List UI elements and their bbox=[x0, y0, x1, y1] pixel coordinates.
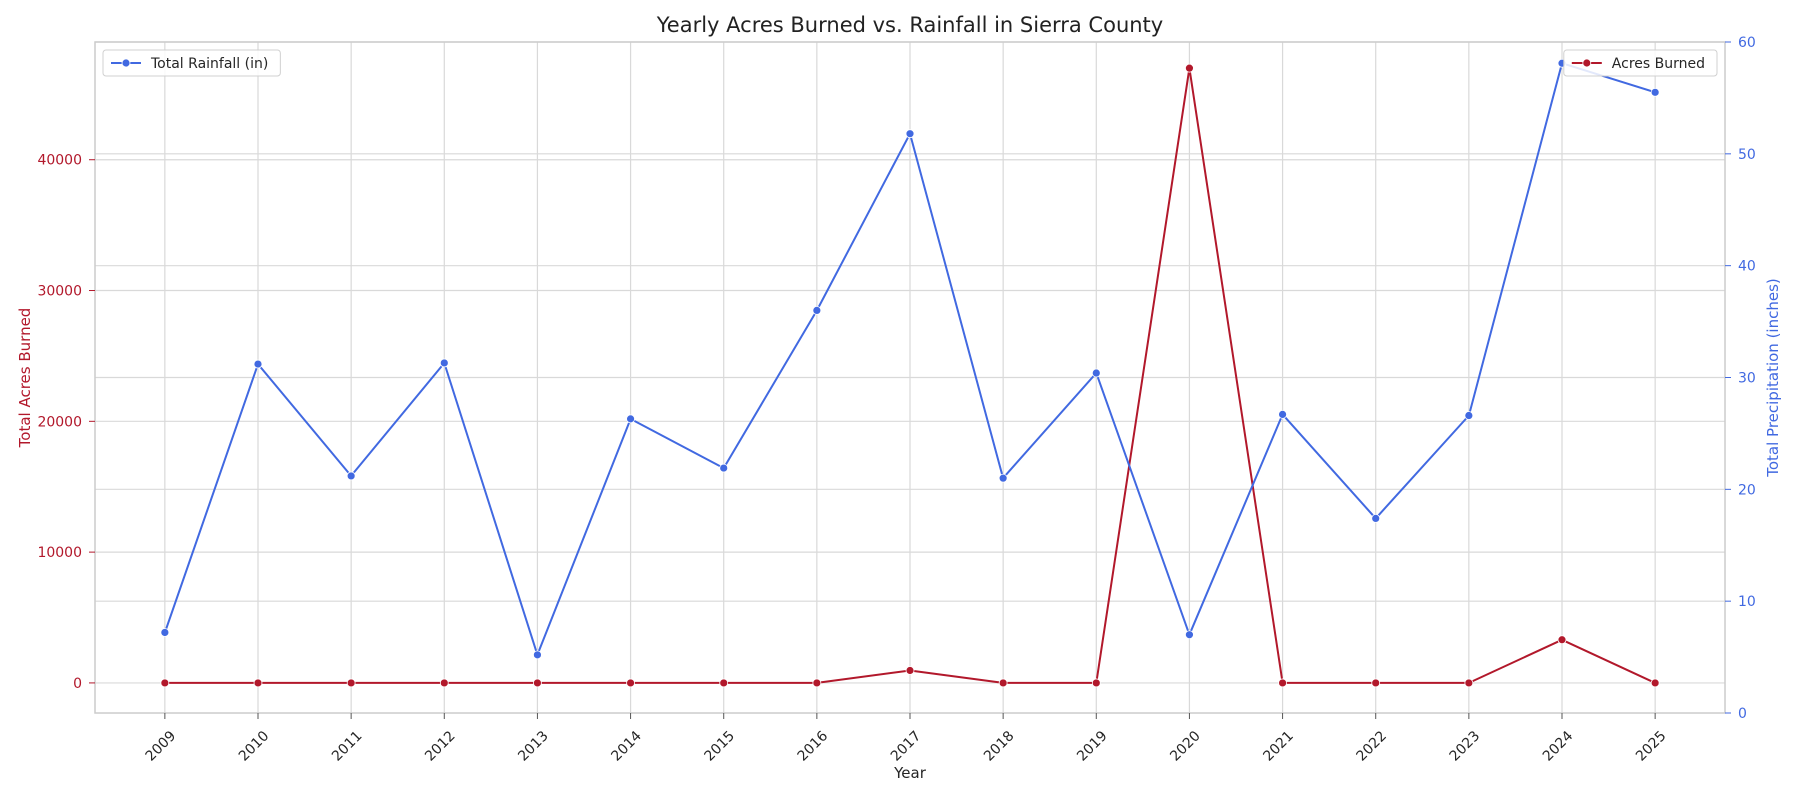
y-left-tick-label: 10000 bbox=[37, 545, 82, 561]
acres-burned-point bbox=[533, 678, 542, 688]
y-right-tick-label: 10 bbox=[1738, 594, 1756, 610]
y-left-tick-label: 40000 bbox=[37, 153, 82, 169]
rainfall-legend-label: Total Rainfall (in) bbox=[150, 56, 268, 72]
acres-burned-point bbox=[1371, 678, 1381, 688]
acres-burned-point bbox=[1185, 63, 1194, 73]
acres-burned-point bbox=[1278, 678, 1287, 688]
x-tick-label: 2013 bbox=[515, 728, 552, 765]
acres-burned-point bbox=[719, 678, 729, 688]
rainfall-legend-marker bbox=[121, 58, 131, 68]
acres-burned-point bbox=[439, 678, 449, 688]
rainfall-point bbox=[439, 358, 449, 368]
rainfall-point bbox=[1371, 514, 1381, 523]
x-tick-label: 2025 bbox=[1633, 728, 1670, 765]
rainfall-point bbox=[253, 359, 263, 369]
acres-burned-point bbox=[626, 678, 635, 688]
x-tick-label: 2017 bbox=[888, 728, 925, 765]
legend-box bbox=[1563, 49, 1718, 77]
rainfall-legend: Total Rainfall (in) bbox=[102, 49, 281, 77]
rainfall-point bbox=[719, 463, 729, 473]
x-tick-label: 2010 bbox=[236, 728, 273, 765]
rainfall-point bbox=[998, 473, 1008, 483]
series-layer bbox=[160, 58, 1660, 688]
rainfall-point bbox=[812, 305, 822, 315]
acres-burned-point bbox=[1650, 678, 1660, 688]
rainfall-point bbox=[1278, 410, 1287, 419]
x-tick-label: 2015 bbox=[702, 728, 739, 765]
acres-burned-point bbox=[1464, 678, 1474, 688]
y-left-tick-label: 30000 bbox=[37, 284, 82, 300]
acres-burned-point bbox=[905, 666, 915, 675]
acres-burned-point bbox=[1557, 635, 1567, 645]
x-axis-title: Year bbox=[893, 764, 927, 782]
x-tick-label: 2022 bbox=[1354, 728, 1391, 765]
y-axis-right-title: Total Precipitation (inches) bbox=[1764, 278, 1782, 478]
y-right-tick-label: 20 bbox=[1738, 482, 1756, 498]
x-tick-label: 2023 bbox=[1447, 728, 1484, 765]
x-tick-label: 2020 bbox=[1167, 728, 1204, 765]
y-right-tick-label: 0 bbox=[1738, 706, 1747, 722]
rainfall-point bbox=[1464, 411, 1474, 420]
x-tick-label: 2021 bbox=[1260, 728, 1297, 765]
y-right-tick-label: 60 bbox=[1738, 35, 1756, 51]
acres-burned-point bbox=[998, 678, 1008, 688]
chart-title: Yearly Acres Burned vs. Rainfall in Sier… bbox=[656, 13, 1163, 37]
x-tick-label: 2016 bbox=[795, 728, 832, 765]
acres-burned-point bbox=[253, 678, 263, 688]
x-tick-label: 2012 bbox=[422, 728, 459, 765]
x-tick-label: 2014 bbox=[608, 728, 645, 765]
rainfall-point bbox=[533, 650, 542, 660]
acres-burned-legend: Acres Burned bbox=[1563, 49, 1718, 77]
x-tick-label: 2024 bbox=[1540, 728, 1577, 765]
x-axis: 2009 2010 2011 2012 2013 2014 2015 2016 2017 2018… bbox=[143, 713, 1670, 765]
rainfall-point bbox=[626, 414, 635, 424]
y-right-tick-label: 30 bbox=[1738, 371, 1756, 387]
rainfall-point bbox=[905, 129, 915, 139]
acres-burned-point bbox=[812, 678, 822, 688]
rainfall-point bbox=[1185, 630, 1194, 640]
x-tick-label: 2019 bbox=[1074, 728, 1111, 765]
legend-layer: Acres Burned Total Rainfall (in) bbox=[102, 49, 1718, 77]
acres-burned-point bbox=[160, 678, 170, 688]
legend-box bbox=[102, 49, 281, 77]
y-axis-left: 0 10000 20000 30000 40000 bbox=[37, 153, 95, 692]
acres-burned-legend-marker bbox=[1582, 58, 1592, 68]
y-axis-left-title: Total Acres Burned bbox=[16, 308, 34, 449]
acres-burned-legend-label: Acres Burned bbox=[1612, 56, 1705, 72]
x-tick-label: 2009 bbox=[143, 728, 180, 765]
y-right-tick-label: 40 bbox=[1738, 259, 1756, 275]
rainfall-point bbox=[346, 471, 356, 481]
x-tick-label: 2011 bbox=[329, 728, 366, 765]
acres-burned-point bbox=[346, 678, 356, 688]
rainfall-point bbox=[160, 628, 170, 637]
x-tick-label: 2018 bbox=[981, 728, 1018, 765]
rainfall-point bbox=[1091, 368, 1101, 378]
grid-layer bbox=[95, 41, 1725, 713]
y-axis-right: 0 10 20 30 40 50 60 bbox=[1725, 35, 1756, 722]
rainfall-point bbox=[1650, 87, 1660, 97]
acres-burned-point bbox=[1091, 678, 1101, 688]
y-left-tick-label: 20000 bbox=[37, 414, 82, 430]
y-right-tick-label: 50 bbox=[1738, 147, 1756, 163]
y-left-tick-label: 0 bbox=[73, 676, 82, 692]
